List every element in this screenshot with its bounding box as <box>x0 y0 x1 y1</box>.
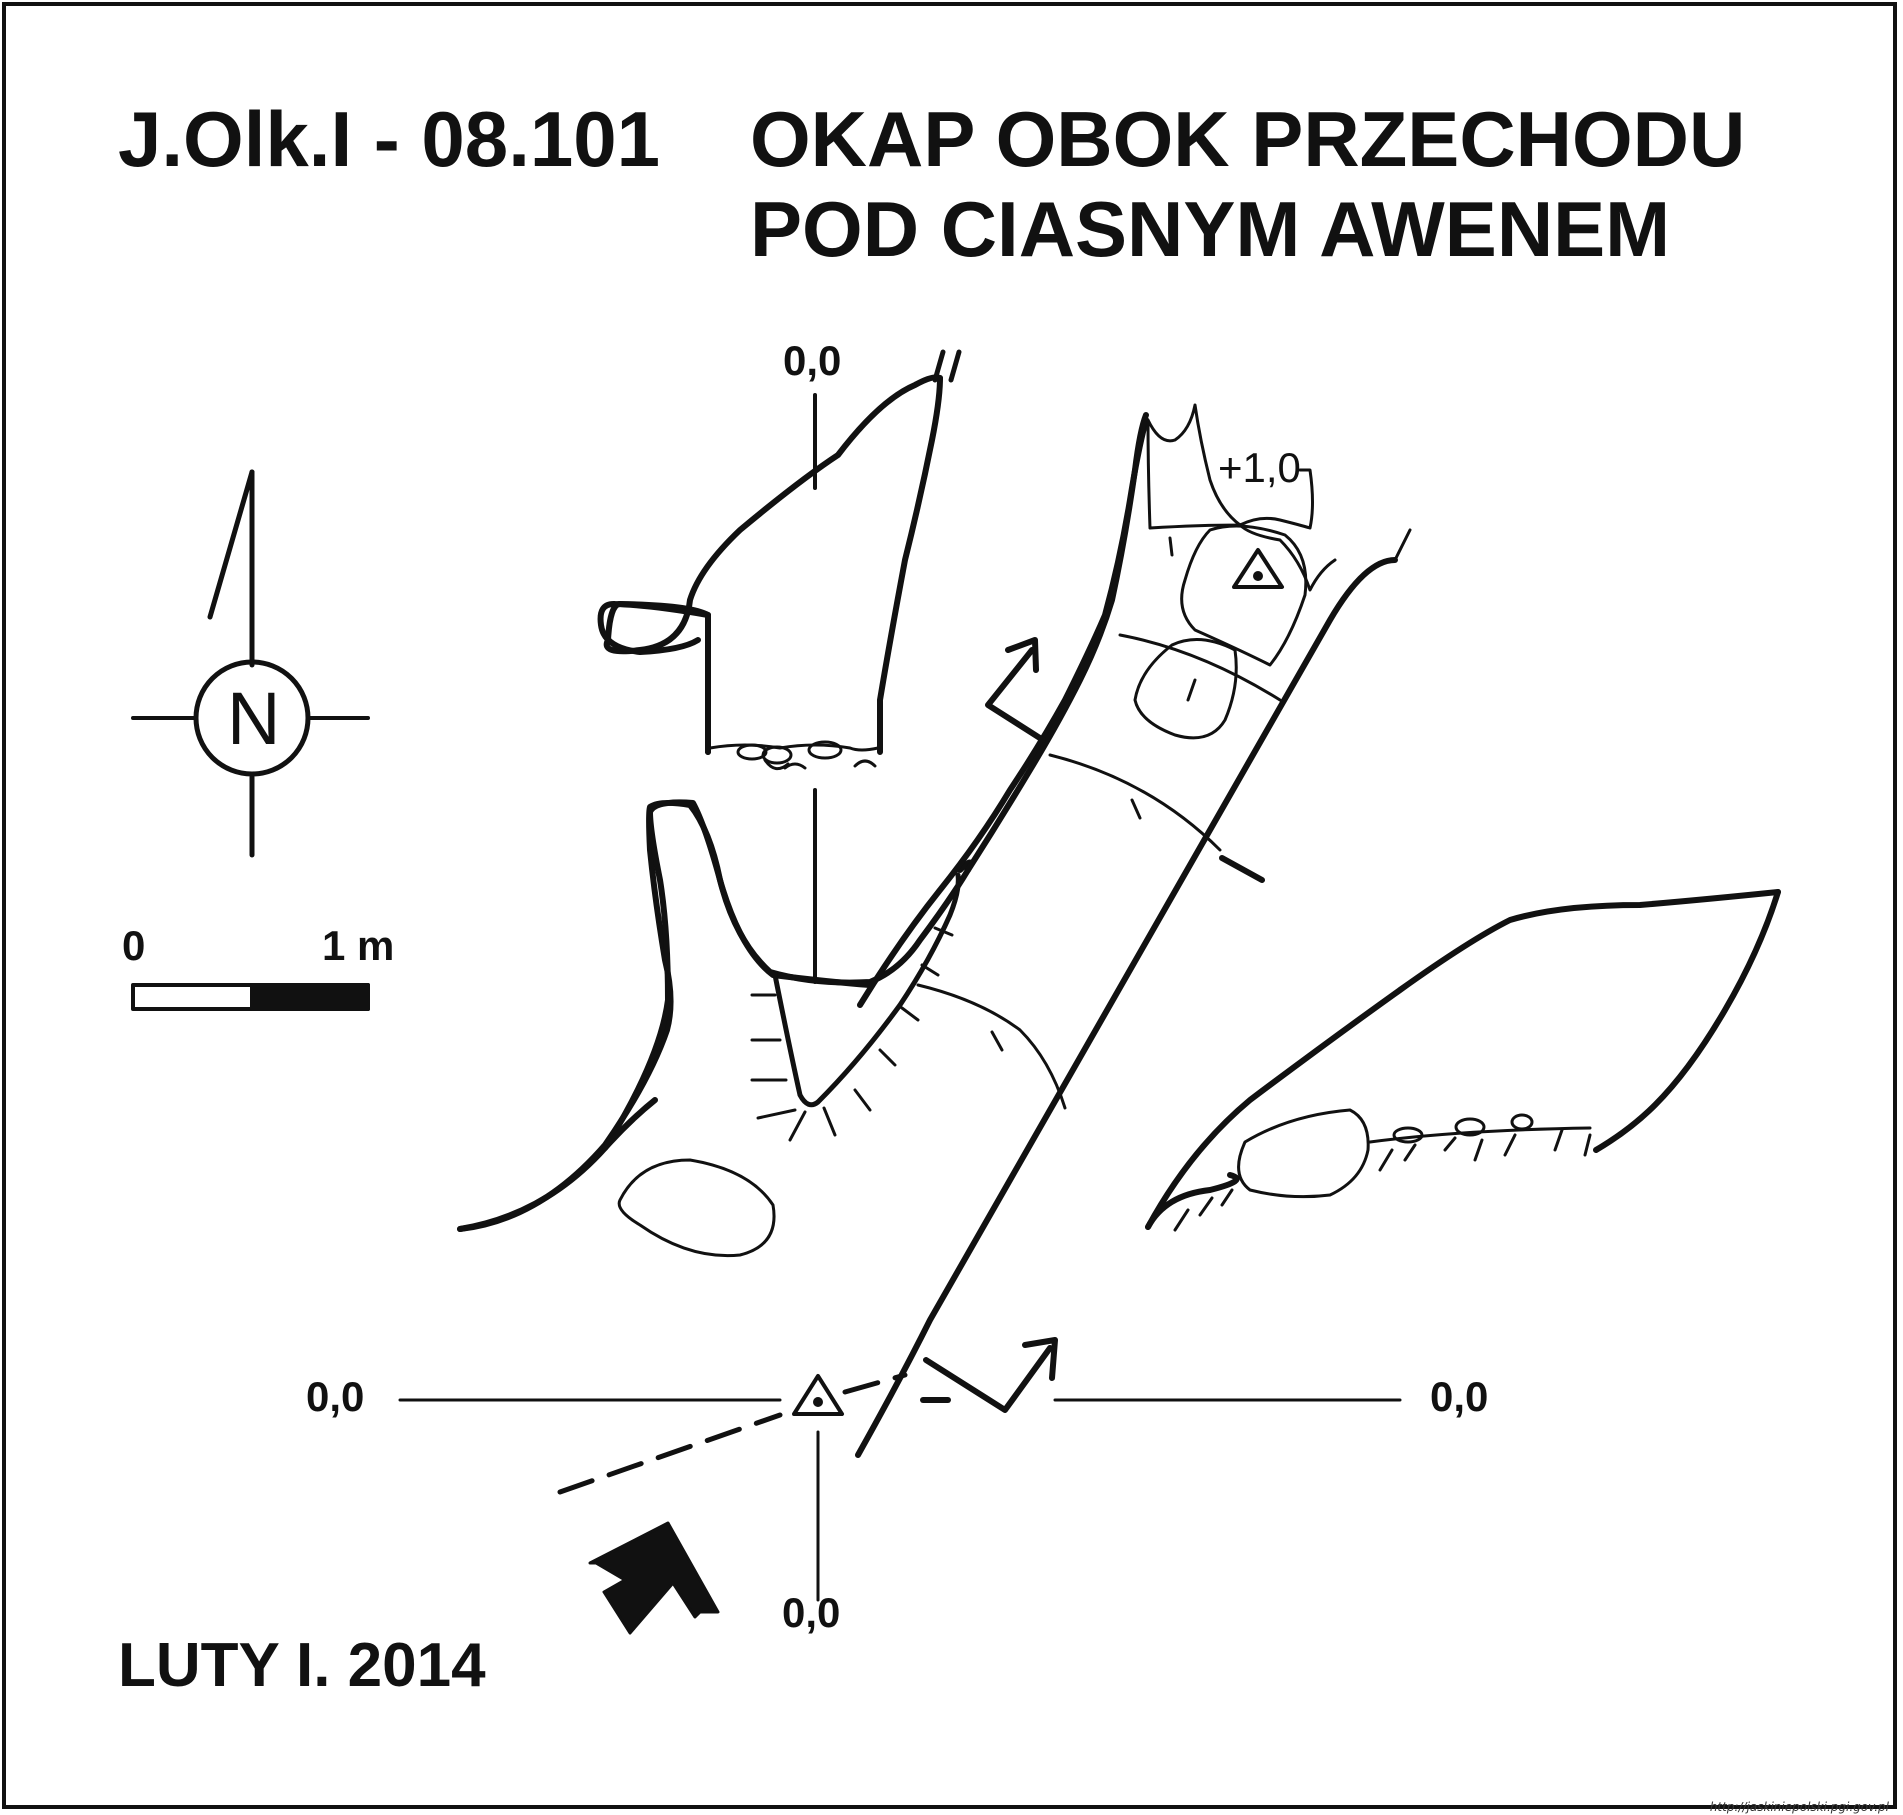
boulder-upper-2 <box>1133 638 1238 740</box>
survey-station-icon <box>792 1374 844 1416</box>
cave-code: J.Olk.I - 08.101 <box>118 95 661 183</box>
level-label-top: 0,0 <box>783 337 842 384</box>
passage-cross-line-2 <box>1048 753 1222 852</box>
upper-left-chamber-wall-2 <box>877 375 943 755</box>
entrance-arrow-icon <box>588 1521 720 1635</box>
north-arrow-icon <box>131 469 370 858</box>
upper-right-chamber-rim <box>1238 523 1337 592</box>
scale-start-label: 0 <box>122 922 146 969</box>
cave-name-line-2: POD CIASNYM AWENEM <box>750 185 1671 273</box>
survey-date: LUTY I. 2014 <box>118 1631 486 1700</box>
slope-hatching <box>750 926 954 1142</box>
upper-chamber-back <box>597 600 711 755</box>
passage-wall-west-main <box>965 412 1149 873</box>
right-chamber-wall <box>1145 889 1781 1230</box>
boulder-right <box>1237 1108 1370 1199</box>
cave-name-line-1: OKAP OBOK PRZECHODU <box>750 95 1746 183</box>
left-lobe-wall-outer <box>457 799 873 1232</box>
level-lines <box>398 1398 1402 1602</box>
source-url: http://jaskiniepolski.pgi.gov.pl <box>1709 1800 1889 1814</box>
right-chamber-inner <box>1145 1172 1240 1230</box>
section-arrow-icon <box>920 637 1265 1413</box>
scale-end-label: 1 m <box>322 922 395 969</box>
rock-pillar <box>772 872 961 1108</box>
boulder-upper-1 <box>1180 524 1308 667</box>
passage-wall-east <box>855 557 1398 1458</box>
rubble-right <box>1173 1113 1592 1232</box>
boulder-left <box>617 1158 776 1258</box>
passage-floor-line <box>916 983 1067 1110</box>
scale-bar <box>131 983 370 1011</box>
level-label-right: 0,0 <box>1430 1373 1489 1420</box>
level-label-left: 0,0 <box>306 1373 365 1420</box>
level-label-upper-chamber: +1,0 <box>1218 444 1301 491</box>
right-chamber-wall-2 <box>1593 889 1781 1153</box>
survey-station-icon-2 <box>1232 548 1284 589</box>
upper-left-chamber-wall <box>603 374 943 755</box>
upper-right-chamber <box>1146 403 1314 530</box>
passage-cross-line-1 <box>1118 633 1282 702</box>
north-letter: N <box>227 677 281 760</box>
rubble-floor <box>708 740 880 771</box>
level-label-bottom: 0,0 <box>782 1589 841 1636</box>
survey-line <box>557 1372 908 1495</box>
